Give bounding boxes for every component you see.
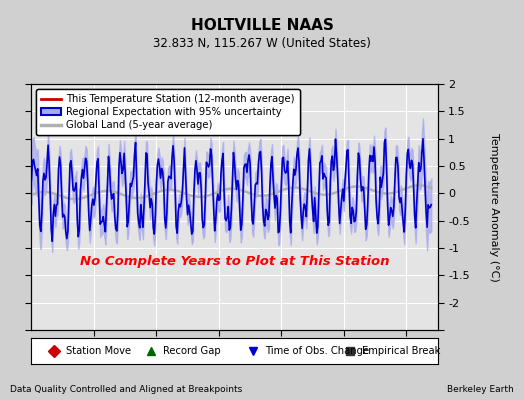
Y-axis label: Temperature Anomaly (°C): Temperature Anomaly (°C) — [489, 133, 499, 281]
Text: Time of Obs. Change: Time of Obs. Change — [265, 346, 369, 356]
Legend: This Temperature Station (12-month average), Regional Expectation with 95% uncer: This Temperature Station (12-month avera… — [37, 89, 300, 135]
Text: Berkeley Earth: Berkeley Earth — [447, 385, 514, 394]
Text: 32.833 N, 115.267 W (United States): 32.833 N, 115.267 W (United States) — [153, 37, 371, 50]
Text: Record Gap: Record Gap — [163, 346, 221, 356]
Text: Data Quality Controlled and Aligned at Breakpoints: Data Quality Controlled and Aligned at B… — [10, 385, 243, 394]
Text: Empirical Break: Empirical Break — [363, 346, 441, 356]
Text: No Complete Years to Plot at This Station: No Complete Years to Plot at This Statio… — [80, 255, 389, 268]
Text: Station Move: Station Move — [66, 346, 131, 356]
Text: HOLTVILLE NAAS: HOLTVILLE NAAS — [191, 18, 333, 33]
